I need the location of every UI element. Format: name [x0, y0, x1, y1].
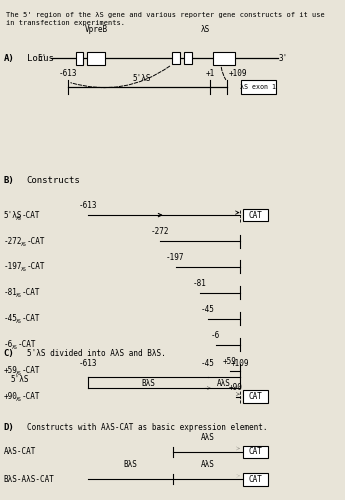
Text: -81: -81 — [193, 279, 207, 288]
Bar — [172, 52, 180, 64]
Text: 5': 5' — [37, 54, 47, 62]
Text: -6: -6 — [211, 331, 220, 340]
Text: λS: λS — [16, 397, 21, 402]
Text: -CAT: -CAT — [21, 210, 40, 220]
Bar — [243, 446, 267, 458]
Text: Locus: Locus — [27, 54, 53, 62]
Text: -CAT: -CAT — [21, 314, 40, 324]
Text: AλS: AλS — [201, 433, 215, 442]
Text: +90: +90 — [229, 382, 243, 392]
Text: +109: +109 — [228, 69, 247, 78]
Text: -613: -613 — [78, 201, 97, 210]
Text: 5'λS: 5'λS — [3, 210, 22, 220]
Text: -197: -197 — [3, 262, 22, 272]
Text: AλS: AλS — [201, 460, 215, 469]
Text: CAT: CAT — [248, 475, 262, 484]
Text: -45: -45 — [201, 359, 215, 368]
Text: 3': 3' — [279, 54, 288, 62]
Bar — [243, 473, 267, 486]
Text: -81: -81 — [3, 288, 18, 298]
Text: AλS: AλS — [217, 379, 231, 388]
Text: λS exon 1: λS exon 1 — [240, 84, 276, 90]
Bar — [76, 52, 83, 64]
Text: in transfection experiments.: in transfection experiments. — [7, 20, 126, 26]
Bar — [213, 52, 235, 64]
Text: -272: -272 — [150, 227, 169, 236]
Text: -CAT: -CAT — [21, 392, 40, 401]
Text: λS: λS — [16, 320, 21, 324]
Text: -272: -272 — [3, 236, 22, 246]
Text: λS: λS — [12, 345, 18, 350]
Text: CAT: CAT — [248, 392, 262, 401]
Text: +59: +59 — [222, 356, 236, 366]
Bar — [184, 52, 192, 64]
Bar — [241, 80, 276, 94]
Text: 5'λS divided into AλS and BλS.: 5'λS divided into AλS and BλS. — [27, 348, 165, 358]
Text: +1: +1 — [206, 69, 215, 78]
Text: -CAT: -CAT — [21, 288, 40, 298]
Text: -197: -197 — [166, 253, 185, 262]
Text: λS: λS — [21, 242, 27, 246]
Text: +109: +109 — [231, 359, 249, 368]
Text: -CAT: -CAT — [27, 236, 45, 246]
Text: -CAT: -CAT — [18, 340, 37, 349]
Text: λS: λS — [21, 268, 27, 272]
Text: 5'λS: 5'λS — [132, 74, 150, 83]
Text: BλS: BλS — [141, 379, 155, 388]
Text: -613: -613 — [59, 69, 77, 78]
Text: 5'λS: 5'λS — [11, 375, 29, 384]
Text: λS: λS — [16, 371, 21, 376]
Text: BλS-AλS-CAT: BλS-AλS-CAT — [3, 475, 55, 484]
Text: B): B) — [3, 176, 14, 184]
Text: λS: λS — [16, 294, 21, 298]
Text: VpreB: VpreB — [85, 25, 108, 34]
Text: CAT: CAT — [248, 210, 262, 220]
Bar — [243, 390, 267, 403]
Bar — [87, 52, 105, 64]
Text: CAT: CAT — [248, 448, 262, 456]
Text: BλS: BλS — [124, 460, 137, 469]
Text: A): A) — [3, 54, 14, 62]
Text: The 5' region of the λS gene and various reporter gene constructs of it use: The 5' region of the λS gene and various… — [7, 12, 325, 18]
Text: λS: λS — [201, 25, 210, 34]
Text: +59: +59 — [3, 366, 18, 375]
Text: AλS-CAT: AλS-CAT — [3, 448, 36, 456]
Text: D): D) — [3, 422, 14, 432]
Text: -613: -613 — [79, 359, 97, 368]
Text: Constructs: Constructs — [27, 176, 80, 184]
Text: C): C) — [3, 348, 14, 358]
Text: -45: -45 — [3, 314, 18, 324]
Text: -CAT: -CAT — [27, 262, 45, 272]
Bar — [243, 209, 267, 222]
Text: +90: +90 — [3, 392, 18, 401]
Text: λS: λS — [16, 216, 21, 220]
Text: -CAT: -CAT — [21, 366, 40, 375]
Text: -45: -45 — [200, 305, 214, 314]
Text: Constructs with AλS-CAT as basic expression element.: Constructs with AλS-CAT as basic express… — [27, 422, 267, 432]
Text: -6: -6 — [3, 340, 13, 349]
